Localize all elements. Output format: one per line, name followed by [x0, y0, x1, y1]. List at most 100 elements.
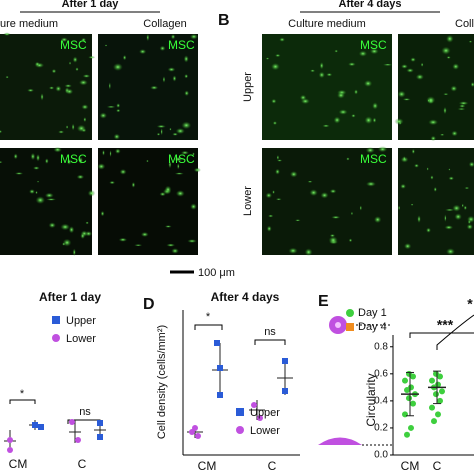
cell: [97, 163, 106, 170]
title: After 1 day: [62, 0, 120, 10]
cell: [81, 37, 87, 42]
cell: [309, 189, 318, 197]
legend-swatch: [52, 316, 60, 324]
cell: [164, 185, 172, 194]
cell: [319, 62, 324, 70]
legend-label: Lower: [250, 425, 280, 437]
cell: [276, 159, 283, 162]
cell: [272, 190, 275, 194]
cell: [448, 176, 455, 181]
cell: [294, 219, 301, 222]
cell: [14, 172, 24, 175]
cell: [382, 63, 393, 66]
cell: [452, 63, 460, 70]
cell: [175, 190, 185, 197]
point: [406, 395, 412, 402]
point: [437, 373, 443, 380]
cell: [445, 34, 454, 43]
significance: *: [206, 311, 211, 323]
cell: [122, 54, 127, 61]
cell: [461, 203, 464, 208]
cell: [58, 130, 65, 134]
bracket: [254, 339, 286, 345]
scale-label: 100 μm: [198, 267, 235, 279]
cell: [109, 180, 116, 185]
cell: [156, 132, 161, 136]
cell: [164, 225, 172, 228]
cell: [44, 192, 54, 199]
cell: [171, 248, 179, 254]
cell: [116, 103, 121, 108]
cell: [457, 108, 466, 111]
point: [429, 404, 435, 411]
significance: *: [20, 388, 25, 400]
cell: [444, 225, 454, 230]
y-tick-label: 0.0: [374, 450, 388, 461]
cell: [322, 124, 330, 128]
y-tick-label: 0.8: [374, 341, 388, 352]
cell: [397, 90, 406, 98]
cell: [108, 82, 111, 90]
cell: [160, 128, 163, 136]
cell: [417, 215, 421, 223]
image-label: MSC: [168, 152, 195, 166]
cell: [275, 53, 281, 58]
cell: [365, 181, 376, 187]
cell: [60, 223, 70, 231]
cell: [310, 69, 316, 73]
cell: [446, 56, 451, 59]
point: [437, 397, 443, 404]
cell: [187, 239, 197, 243]
cell: [348, 238, 353, 243]
image: [0, 148, 92, 255]
cell: [414, 163, 420, 168]
cell: [114, 148, 121, 154]
cell: [162, 76, 166, 83]
cell: [68, 226, 75, 234]
image: [0, 34, 92, 140]
significance: *: [467, 296, 473, 312]
legend-swatch: [346, 323, 354, 331]
cell: [99, 112, 108, 119]
cell: [415, 73, 424, 80]
cell: [318, 71, 325, 79]
cell: [410, 57, 416, 62]
cell: [279, 37, 286, 42]
cell: [146, 33, 150, 42]
column-label: ure medium: [0, 18, 58, 30]
image-label: MSC: [360, 152, 387, 166]
cell: [102, 149, 105, 156]
image: [262, 148, 392, 255]
cell: [83, 117, 87, 123]
point: [408, 424, 414, 431]
cell: [430, 175, 434, 180]
cell: [166, 243, 176, 247]
cell: [289, 171, 298, 178]
cell: [146, 159, 149, 163]
cell: [271, 98, 277, 104]
legend-swatch: [236, 426, 244, 434]
cell: [364, 116, 373, 125]
cell: [172, 75, 177, 82]
cell: [0, 161, 3, 164]
cell: [373, 216, 382, 224]
cell: [288, 247, 298, 254]
row-label: Lower: [242, 186, 254, 216]
round-cell-icon: [335, 322, 341, 328]
cell: [175, 127, 185, 135]
legend-swatch: [346, 309, 354, 317]
legend-swatch: [236, 408, 244, 416]
cell: [411, 148, 415, 155]
cell: [336, 91, 346, 99]
cell: [30, 152, 36, 161]
cell: [326, 72, 333, 77]
cell: [433, 186, 437, 192]
cell: [72, 56, 78, 63]
cell: [44, 158, 49, 164]
cell: [365, 147, 375, 154]
cell: [87, 189, 96, 197]
cell: [410, 203, 414, 206]
x-tick-label: C: [433, 459, 442, 473]
cell: [170, 34, 176, 40]
cell: [192, 152, 195, 156]
